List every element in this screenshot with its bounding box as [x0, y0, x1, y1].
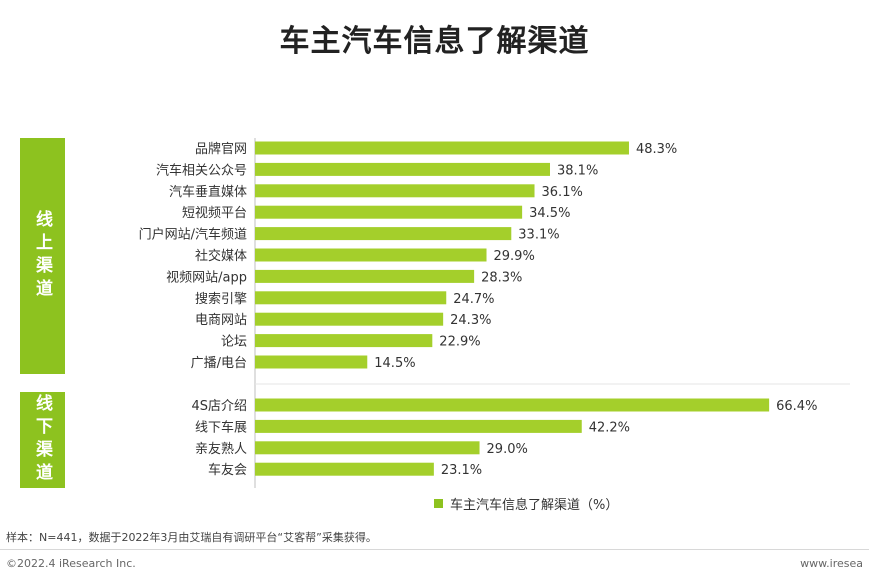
website-text: www.iresea: [800, 557, 863, 570]
footer-divider: [0, 549, 869, 550]
bar-0-10: [255, 355, 368, 369]
category-label-0-8: 电商网站: [195, 313, 247, 328]
bar-0-5: [255, 248, 487, 262]
bar-0-4: [255, 227, 512, 241]
source-note: 样本：N=441，数据于2022年3月由艾瑞自有调研平台“艾客帮”采集获得。: [6, 531, 377, 544]
value-label-0-5: 29.9%: [494, 249, 535, 264]
value-label-1-2: 29.0%: [487, 442, 528, 457]
category-label-0-3: 短视频平台: [182, 206, 247, 221]
group-label-online-text: 线上渠道: [32, 210, 52, 302]
value-label-0-2: 36.1%: [542, 185, 583, 200]
value-label-0-8: 24.3%: [450, 313, 491, 328]
page-title: 车主汽车信息了解渠道: [279, 24, 590, 59]
bar-1-0: [255, 398, 770, 412]
value-label-0-9: 22.9%: [439, 335, 480, 350]
value-label-0-7: 24.7%: [453, 292, 494, 307]
value-label-0-1: 38.1%: [557, 163, 598, 178]
bar-0-3: [255, 205, 523, 219]
value-label-0-4: 33.1%: [518, 228, 559, 243]
category-label-0-2: 汽车垂直媒体: [169, 184, 247, 200]
category-label-0-7: 搜索引擎: [195, 292, 247, 307]
bar-0-7: [255, 291, 447, 305]
value-label-1-0: 66.4%: [776, 399, 817, 414]
value-label-0-3: 34.5%: [529, 206, 570, 221]
group-label-online: 线上渠道: [20, 138, 65, 374]
category-label-0-4: 门户网站/汽车频道: [139, 227, 247, 243]
category-label-1-0: 4S店介绍: [191, 399, 247, 414]
legend-label: 车主汽车信息了解渠道（%）: [450, 498, 619, 513]
bar-0-6: [255, 269, 475, 283]
category-label-0-1: 汽车相关公众号: [156, 162, 247, 178]
value-label-0-10: 14.5%: [374, 356, 415, 371]
category-label-0-5: 社交媒体: [195, 248, 247, 264]
legend-swatch: [434, 499, 443, 508]
category-label-1-3: 车友会: [208, 462, 247, 478]
copyright-text: ©2022.4 iResearch Inc.: [6, 557, 136, 570]
value-label-1-3: 23.1%: [441, 463, 482, 478]
bar-0-2: [255, 184, 535, 198]
bar-0-9: [255, 334, 433, 348]
bar-0-8: [255, 312, 444, 326]
bar-0-0: [255, 141, 629, 155]
bar-0-1: [255, 162, 551, 176]
category-label-0-0: 品牌官网: [195, 141, 247, 157]
category-label-0-9: 论坛: [221, 335, 247, 350]
bar-1-1: [255, 419, 582, 433]
category-label-0-10: 广播/电台: [191, 356, 247, 371]
category-label-1-1: 线下车展: [195, 419, 247, 435]
group-label-offline-text: 线下渠道: [32, 394, 52, 486]
category-label-0-6: 视频网站/app: [166, 270, 247, 285]
bar-1-3: [255, 462, 434, 476]
legend: 车主汽车信息了解渠道（%）: [434, 494, 618, 513]
bar-1-2: [255, 441, 480, 455]
value-label-0-0: 48.3%: [636, 142, 677, 157]
group-label-offline: 线下渠道: [20, 392, 65, 488]
category-label-1-2: 亲友熟人: [195, 441, 247, 457]
value-label-1-1: 42.2%: [589, 420, 630, 435]
value-label-0-6: 28.3%: [481, 270, 522, 285]
